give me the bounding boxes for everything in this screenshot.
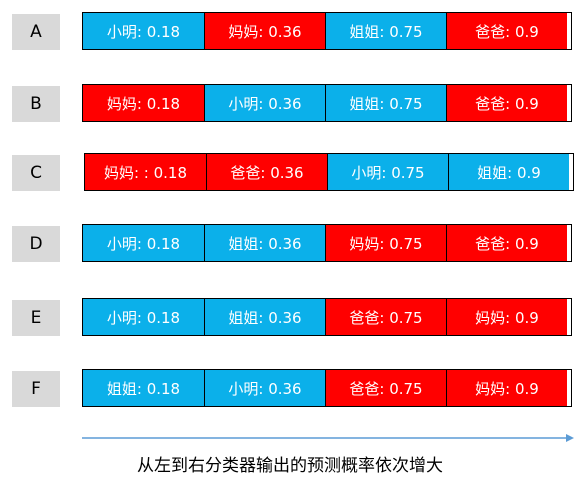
row-bar-b: 妈妈: 0.18 小明: 0.36 姐姐: 0.75 爸爸: 0.9 [82, 84, 572, 122]
row-a-cell-1: 小明: 0.18 [83, 13, 204, 49]
row-a-cell-3: 姐姐: 0.75 [325, 13, 446, 49]
row-f-cell-3: 爸爸: 0.75 [325, 370, 446, 406]
direction-arrow [82, 432, 574, 444]
row-f-cell-2: 小明: 0.36 [204, 370, 325, 406]
row-a-cell-4: 爸爸: 0.9 [446, 13, 567, 49]
row-c-cell-1: 妈妈: : 0.18 [85, 154, 206, 190]
row-bar-a: 小明: 0.18 妈妈: 0.36 姐姐: 0.75 爸爸: 0.9 [82, 12, 572, 50]
row-c-cell-4: 姐姐: 0.9 [448, 154, 569, 190]
row-d-cell-4: 爸爸: 0.9 [446, 225, 567, 261]
row-label-f: F [12, 371, 60, 407]
row-d-cell-3: 妈妈: 0.75 [325, 225, 446, 261]
row-label-d: D [12, 226, 60, 262]
row-f-cell-4: 妈妈: 0.9 [446, 370, 567, 406]
row-bar-d: 小明: 0.18 姐姐: 0.36 妈妈: 0.75 爸爸: 0.9 [82, 224, 572, 262]
row-e-cell-4: 妈妈: 0.9 [446, 299, 567, 335]
row-e-cell-3: 爸爸: 0.75 [325, 299, 446, 335]
row-d-cell-2: 姐姐: 0.36 [204, 225, 325, 261]
row-b-cell-3: 姐姐: 0.75 [325, 85, 446, 121]
row-c-cell-3: 小明: 0.75 [327, 154, 448, 190]
row-label-b: B [12, 86, 60, 122]
row-d-cell-1: 小明: 0.18 [83, 225, 204, 261]
row-f-cell-1: 姐姐: 0.18 [83, 370, 204, 406]
row-label-e: E [12, 300, 60, 336]
row-b-cell-2: 小明: 0.36 [204, 85, 325, 121]
row-label-a: A [12, 14, 60, 50]
row-a-cell-2: 妈妈: 0.36 [204, 13, 325, 49]
row-e-cell-2: 姐姐: 0.36 [204, 299, 325, 335]
arrow-head-icon [566, 434, 574, 442]
row-label-c: C [12, 155, 60, 191]
row-b-cell-4: 爸爸: 0.9 [446, 85, 567, 121]
row-c-cell-2: 爸爸: 0.36 [206, 154, 327, 190]
caption: 从左到右分类器输出的预测概率依次增大 [0, 451, 580, 476]
row-bar-c: 妈妈: : 0.18 爸爸: 0.36 小明: 0.75 姐姐: 0.9 [84, 153, 574, 191]
row-bar-f: 姐姐: 0.18 小明: 0.36 爸爸: 0.75 妈妈: 0.9 [82, 369, 572, 407]
row-b-cell-1: 妈妈: 0.18 [83, 85, 204, 121]
row-e-cell-1: 小明: 0.18 [83, 299, 204, 335]
row-bar-e: 小明: 0.18 姐姐: 0.36 爸爸: 0.75 妈妈: 0.9 [82, 298, 572, 336]
